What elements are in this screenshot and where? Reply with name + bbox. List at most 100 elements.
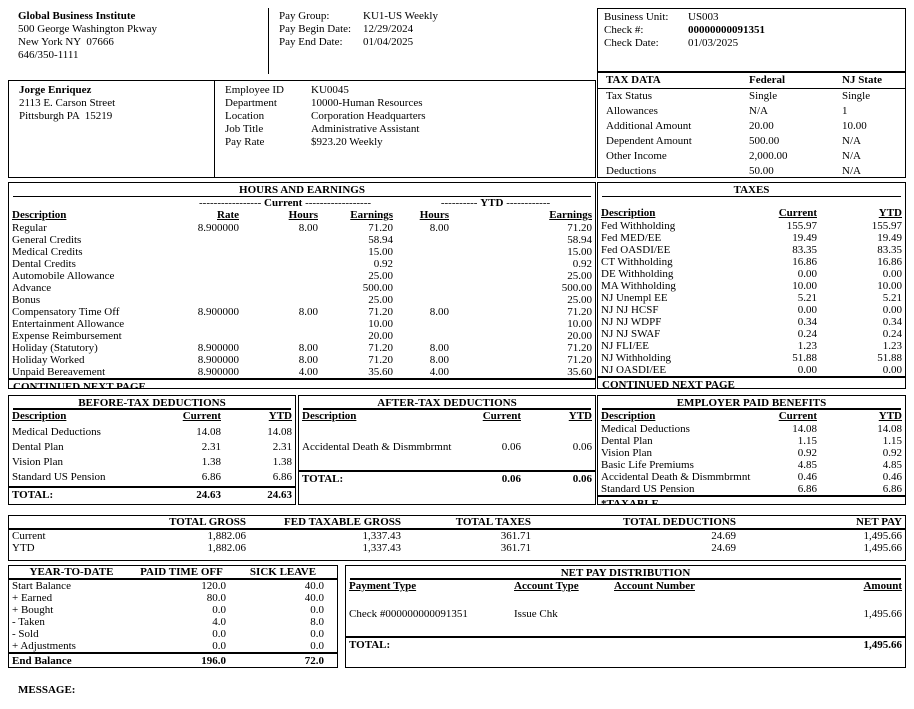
col-account-type: Account Type xyxy=(514,580,579,592)
earnings-rate xyxy=(174,294,242,306)
taxable-footer-row: *TAXABLE xyxy=(598,495,905,504)
benefit-current: 4.85 xyxy=(797,459,817,471)
after-tax-total-row: TOTAL: 0.06 0.06 xyxy=(299,470,595,504)
earnings-ytd-amount: 35.60 xyxy=(567,366,592,378)
earnings-ytd-hours xyxy=(396,234,452,246)
col-current: Current xyxy=(778,410,817,422)
company-name: Global Business Institute xyxy=(18,10,136,22)
col-total-deductions: TOTAL DEDUCTIONS xyxy=(534,516,739,530)
tax-data-row: Tax Status Single Single xyxy=(598,89,905,105)
col-current-hours: Hours xyxy=(288,209,318,221)
leave-sick-value: 40.0 xyxy=(304,592,324,604)
totals-row-label: Current xyxy=(12,530,46,542)
col-ytd: YTD xyxy=(878,207,902,219)
leave-end-balance-row: End Balance 196.0 72.0 xyxy=(9,652,337,667)
totals-header-row: TOTAL GROSS FED TAXABLE GROSS TOTAL TAXE… xyxy=(9,516,905,530)
earnings-current-amount: 500.00 xyxy=(362,282,394,294)
tax-description: NJ OASDI/EE xyxy=(601,364,667,376)
tax-row: DE Withholding 0.00 0.00 xyxy=(598,268,905,280)
totals-row: YTD 1,882.06 1,337.43 361.71 24.69 1,495… xyxy=(9,542,905,554)
tax-description: NJ Withholding xyxy=(601,352,671,364)
employee-detail-label: Pay Rate xyxy=(225,136,265,148)
tax-data-state-value: Single xyxy=(842,90,871,102)
net-pay-header-row: Payment Type Account Type Account Number… xyxy=(346,580,905,608)
total-current: 24.63 xyxy=(149,485,224,504)
pay-group-row: Pay Group: KU1-US Weekly xyxy=(279,10,568,23)
tax-row: Fed Withholding 155.97 155.97 xyxy=(598,220,905,232)
benefit-description: Medical Deductions xyxy=(601,423,690,435)
leave-row: + Adjustments 0.0 0.0 xyxy=(9,640,337,652)
col-description: Description xyxy=(601,410,656,422)
pay-end-value: 01/04/2025 xyxy=(363,36,414,48)
tax-data-federal-value: 500.00 xyxy=(749,135,780,147)
earnings-ytd-amount: 20.00 xyxy=(567,330,592,342)
deduction-row: Standard US Pension 6.86 6.86 xyxy=(9,471,295,486)
employer-benefits-section: EMPLOYER PAID BENEFITS Description Curre… xyxy=(597,395,906,505)
leave-pto-value: 4.0 xyxy=(212,616,226,628)
deduction-description: Accidental Death & Dismmbrmnt xyxy=(302,440,452,453)
tax-description: NJ FLI/EE xyxy=(601,340,649,352)
earnings-rate xyxy=(174,330,242,342)
earnings-current-hours xyxy=(242,318,321,330)
leave-row-label: + Earned xyxy=(12,592,53,604)
tax-row: Fed MED/EE 19.49 19.49 xyxy=(598,232,905,244)
deduction-ytd: 1.38 xyxy=(272,455,292,468)
benefit-description: Dental Plan xyxy=(601,435,653,447)
earnings-rate: 8.900000 xyxy=(197,354,239,366)
leave-sick-value: 0.0 xyxy=(310,640,324,652)
earnings-description: Holiday Worked xyxy=(12,354,85,366)
benefit-current: 6.86 xyxy=(797,483,817,495)
earnings-rate xyxy=(174,282,242,294)
end-balance-label: End Balance xyxy=(9,652,134,667)
earnings-ytd-hours: 8.00 xyxy=(429,222,450,234)
tax-row: NJ NJ SWAF 0.24 0.24 xyxy=(598,328,905,340)
earnings-row: General Credits 58.94 58.94 xyxy=(9,234,595,246)
continued-next-page: CONTINUED NEXT PAGE xyxy=(9,378,595,388)
employee-detail-row: Department 10000-Human Resources xyxy=(225,97,585,110)
earnings-ytd-hours xyxy=(396,258,452,270)
earnings-row: Automobile Allowance 25.00 25.00 xyxy=(9,270,595,282)
benefit-description: Vision Plan xyxy=(601,447,652,459)
employee-address-line2: Pittsburgh PA 15219 xyxy=(19,110,113,122)
tax-data-row: Dependent Amount 500.00 N/A xyxy=(598,134,905,149)
total-gross-value: 1,882.06 xyxy=(207,542,247,554)
taxable-note: *TAXABLE xyxy=(598,495,905,504)
benefit-ytd: 6.86 xyxy=(882,483,902,495)
earnings-rate: 8.900000 xyxy=(197,366,239,378)
col-year-to-date: YEAR-TO-DATE xyxy=(9,566,134,580)
pay-period-block: Pay Group: KU1-US Weekly Pay Begin Date:… xyxy=(268,8,568,74)
employer-benefits-title: EMPLOYER PAID BENEFITS xyxy=(602,396,901,410)
leave-balances-section: YEAR-TO-DATE PAID TIME OFF SICK LEAVE St… xyxy=(8,565,338,668)
tax-ytd: 16.86 xyxy=(877,256,902,268)
earnings-description: Advance xyxy=(12,282,52,294)
tax-data-federal-col: Federal xyxy=(746,73,839,89)
tax-description: NJ Unempl EE xyxy=(601,292,668,304)
total-label: TOTAL: xyxy=(346,635,511,667)
earnings-current-amount: 15.00 xyxy=(368,246,394,258)
tax-ytd: 0.00 xyxy=(882,268,902,280)
employee-detail-label: Job Title xyxy=(225,123,264,135)
tax-row: NJ OASDI/EE 0.00 0.00 xyxy=(598,364,905,376)
earnings-current-amount: 35.60 xyxy=(368,366,394,378)
before-tax-header-row: Description Current YTD xyxy=(9,410,295,426)
earnings-ytd-hours: 8.00 xyxy=(429,306,450,318)
total-taxes-value: 361.71 xyxy=(500,530,531,542)
employer-benefits-header-row: Description Current YTD xyxy=(598,410,905,423)
totals-row-label: YTD xyxy=(12,542,35,554)
total-ytd: 24.63 xyxy=(224,485,295,504)
pay-begin-row: Pay Begin Date: 12/29/2024 xyxy=(279,23,568,36)
net-pay-value: 1,495.66 xyxy=(863,530,903,542)
check-number-label: Check #: xyxy=(604,24,644,36)
earnings-current-hours: 8.00 xyxy=(298,306,318,318)
earnings-description: Medical Credits xyxy=(12,246,83,258)
before-tax-deductions-section: BEFORE-TAX DEDUCTIONS Description Curren… xyxy=(8,395,296,505)
deduction-current: 0.06 xyxy=(501,440,521,453)
earnings-ytd-amount: 10.00 xyxy=(567,318,592,330)
leave-sick-value: 0.0 xyxy=(310,628,324,640)
earnings-ytd-hours xyxy=(396,330,452,342)
earnings-ytd-hours xyxy=(396,318,452,330)
tax-data-state-value: N/A xyxy=(842,165,861,177)
tax-description: NJ NJ WDPF xyxy=(601,316,662,328)
tax-row: MA Withholding 10.00 10.00 xyxy=(598,280,905,292)
after-tax-title: AFTER-TAX DEDUCTIONS xyxy=(303,396,591,410)
